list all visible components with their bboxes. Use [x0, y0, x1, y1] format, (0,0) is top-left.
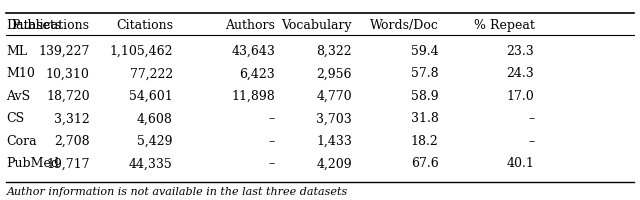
Text: 8,322: 8,322 [316, 45, 352, 57]
Text: –: – [528, 112, 534, 125]
Text: Datasets: Datasets [6, 19, 61, 31]
Text: 59.4: 59.4 [411, 45, 438, 57]
Text: 54,601: 54,601 [129, 89, 173, 102]
Text: Cora: Cora [6, 134, 37, 147]
Text: AvS: AvS [6, 89, 31, 102]
Text: Vocabulary: Vocabulary [282, 19, 352, 31]
Text: Author information is not available in the last three datasets: Author information is not available in t… [6, 186, 348, 196]
Text: 44,335: 44,335 [129, 157, 173, 169]
Text: 10,310: 10,310 [45, 67, 90, 80]
Text: 19,717: 19,717 [46, 157, 90, 169]
Text: ML: ML [6, 45, 28, 57]
Text: 4,209: 4,209 [316, 157, 352, 169]
Text: 2,708: 2,708 [54, 134, 90, 147]
Text: –: – [269, 134, 275, 147]
Text: 6,423: 6,423 [239, 67, 275, 80]
Text: Authors: Authors [225, 19, 275, 31]
Text: –: – [269, 157, 275, 169]
Text: 3,312: 3,312 [54, 112, 90, 125]
Text: 24.3: 24.3 [507, 67, 534, 80]
Text: 67.6: 67.6 [411, 157, 438, 169]
Text: 4,608: 4,608 [137, 112, 173, 125]
Text: Publications: Publications [12, 19, 90, 31]
Text: 1,105,462: 1,105,462 [109, 45, 173, 57]
Text: 2,956: 2,956 [317, 67, 352, 80]
Text: % Repeat: % Repeat [474, 19, 534, 31]
Text: 40.1: 40.1 [506, 157, 534, 169]
Text: 77,222: 77,222 [129, 67, 173, 80]
Text: 17.0: 17.0 [507, 89, 534, 102]
Text: 4,770: 4,770 [316, 89, 352, 102]
Text: 31.8: 31.8 [410, 112, 438, 125]
Text: 139,227: 139,227 [38, 45, 90, 57]
Text: PubMed: PubMed [6, 157, 60, 169]
Text: CS: CS [6, 112, 24, 125]
Text: 1,433: 1,433 [316, 134, 352, 147]
Text: Words/Doc: Words/Doc [369, 19, 438, 31]
Text: 11,898: 11,898 [232, 89, 275, 102]
Text: 18.2: 18.2 [411, 134, 438, 147]
Text: –: – [269, 112, 275, 125]
Text: 18,720: 18,720 [46, 89, 90, 102]
Text: M10: M10 [6, 67, 35, 80]
Text: 57.8: 57.8 [411, 67, 438, 80]
Text: 58.9: 58.9 [411, 89, 438, 102]
Text: 43,643: 43,643 [231, 45, 275, 57]
Text: 5,429: 5,429 [138, 134, 173, 147]
Text: Citations: Citations [116, 19, 173, 31]
Text: 3,703: 3,703 [316, 112, 352, 125]
Text: –: – [528, 134, 534, 147]
Text: 23.3: 23.3 [507, 45, 534, 57]
